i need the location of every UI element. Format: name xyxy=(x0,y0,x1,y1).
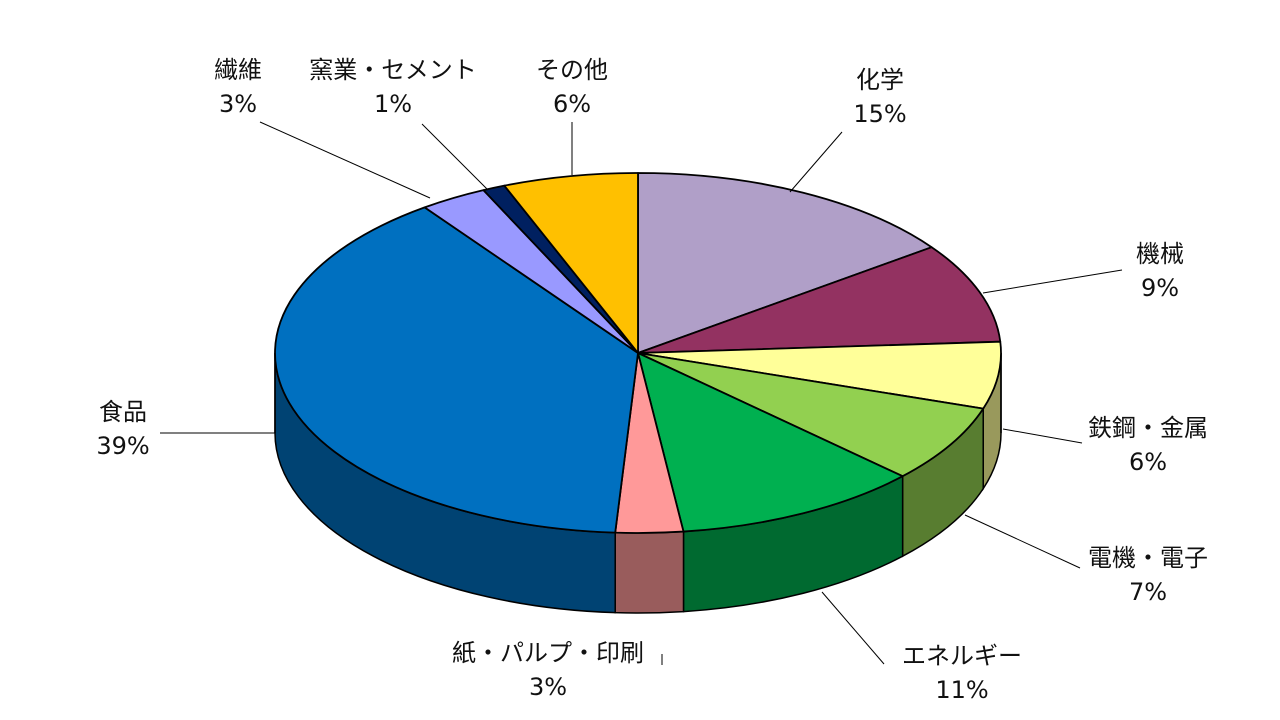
slice-4-leader-line xyxy=(964,514,1081,569)
slice-4-category-label: 電機・電子 xyxy=(1088,544,1208,572)
slice-3[interactable] xyxy=(637,340,1002,410)
slice-1[interactable] xyxy=(637,172,933,354)
slice-1-leader-line xyxy=(789,131,843,193)
slice-9-percent-label: 1% xyxy=(374,90,412,118)
slice-4[interactable] xyxy=(637,352,985,478)
slice-8-category-label: 繊維 xyxy=(214,56,262,84)
leader-lines xyxy=(160,121,1123,665)
slice-9-leader-line xyxy=(421,123,489,191)
slice-9-category-label: 窯業・セメント xyxy=(309,56,477,84)
slice-labels: 化学 15% 機械 9% 鉄鋼・金属 6% 電機・電子 7% エネルギー 11% 紙・パルプ・印刷 3… xyxy=(96,56,1208,704)
slice-3-category-label: 鉄鋼・金属 xyxy=(1088,414,1208,442)
slice-8-percent-label: 3% xyxy=(219,90,257,118)
slice-10[interactable] xyxy=(503,172,639,354)
pie-slices xyxy=(274,172,1002,534)
slice-3-leader-line xyxy=(1002,428,1083,444)
slice-6-category-label: 紙・パルプ・印刷 xyxy=(452,639,644,667)
slice-7[interactable] xyxy=(274,206,639,534)
slice-5-category-label: エネルギー xyxy=(902,642,1022,670)
slice-7-percent-label: 39% xyxy=(96,432,149,460)
slice-6-side xyxy=(614,530,685,614)
slice-5-leader-line xyxy=(821,591,885,665)
slice-2-leader-line xyxy=(982,269,1123,294)
slice-5[interactable] xyxy=(637,352,904,533)
slice-5-percent-label: 11% xyxy=(935,676,988,704)
slice-8-leader-line xyxy=(259,121,431,199)
slice-1-percent-label: 15% xyxy=(853,100,906,128)
slice-2-percent-label: 9% xyxy=(1141,274,1179,302)
slice-6-percent-label: 3% xyxy=(529,673,567,701)
slice-2-category-label: 機械 xyxy=(1136,240,1184,268)
slice-7-category-label: 食品 xyxy=(99,398,147,426)
slice-3-percent-label: 6% xyxy=(1129,448,1167,476)
slice-1-category-label: 化学 xyxy=(856,66,904,94)
slice-4-percent-label: 7% xyxy=(1129,578,1167,606)
slice-10-category-label: その他 xyxy=(536,56,608,84)
slice-10-percent-label: 6% xyxy=(553,90,591,118)
slice-2[interactable] xyxy=(637,246,1002,354)
